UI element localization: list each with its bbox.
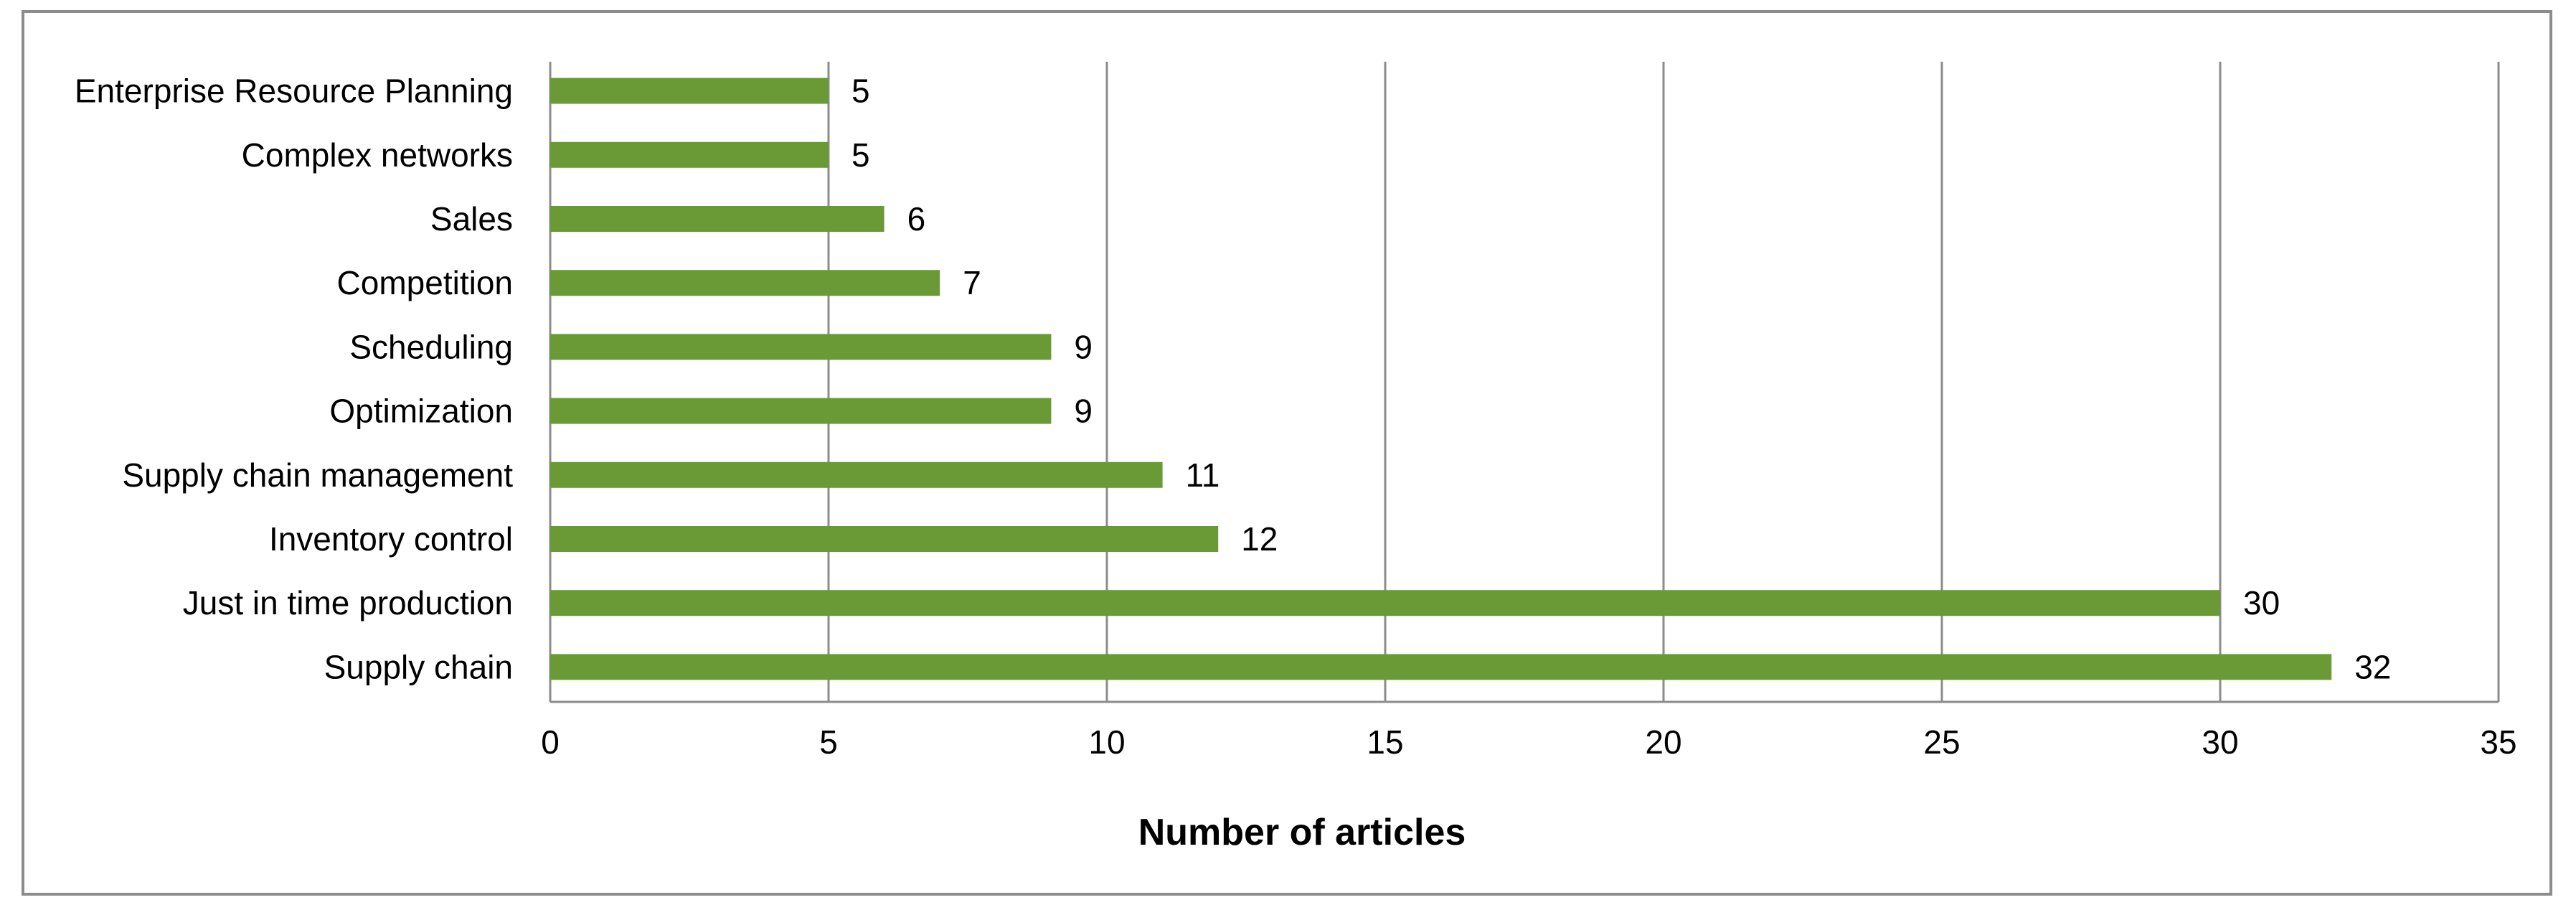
bar-scheduling bbox=[550, 334, 1052, 360]
value-label: 7 bbox=[963, 264, 981, 301]
x-tick-label-0: 0 bbox=[541, 723, 560, 761]
x-tick-label-15: 15 bbox=[1367, 723, 1403, 761]
chart-frame bbox=[22, 10, 2552, 896]
x-tick-label-10: 10 bbox=[1088, 723, 1125, 761]
bar-inventory-control bbox=[550, 526, 1219, 552]
x-tick-label-30: 30 bbox=[2202, 723, 2238, 761]
value-label: 12 bbox=[1241, 520, 1278, 558]
value-label: 5 bbox=[851, 72, 870, 110]
category-label: Competition bbox=[337, 264, 513, 301]
bars bbox=[550, 78, 2332, 680]
bar-competition bbox=[550, 270, 940, 296]
value-label: 9 bbox=[1074, 393, 1093, 430]
value-label: 5 bbox=[851, 136, 870, 174]
bar-just-in-time-production bbox=[550, 590, 2220, 616]
x-tick-label-5: 5 bbox=[819, 723, 838, 761]
value-label: 11 bbox=[1186, 456, 1220, 494]
category-label: Supply chain management bbox=[122, 456, 513, 494]
category-label: Enterprise Resource Planning bbox=[75, 72, 513, 110]
bar-complex-networks bbox=[550, 141, 829, 168]
x-tick-label-20: 20 bbox=[1645, 723, 1681, 761]
bar-sales bbox=[550, 206, 884, 232]
x-axis-title: Number of articles bbox=[1138, 812, 1466, 853]
bar-supply-chain-management bbox=[550, 461, 1163, 488]
x-tick-labels: 0 5 10 15 20 25 30 35 bbox=[541, 723, 2516, 761]
category-label: Optimization bbox=[329, 393, 513, 430]
category-label: Inventory control bbox=[269, 520, 513, 558]
category-labels: Enterprise Resource Planning Complex netw… bbox=[75, 72, 513, 686]
value-label: 30 bbox=[2243, 584, 2280, 621]
category-label: Supply chain bbox=[324, 648, 513, 685]
value-label: 6 bbox=[907, 200, 926, 238]
category-label: Sales bbox=[430, 200, 513, 238]
bar-optimization bbox=[550, 398, 1052, 424]
value-label: 32 bbox=[2354, 648, 2391, 685]
category-label: Scheduling bbox=[349, 328, 513, 365]
category-label: Complex networks bbox=[242, 136, 513, 174]
x-tick-label-25: 25 bbox=[1923, 723, 1960, 761]
bar-supply-chain bbox=[550, 654, 2332, 680]
bar-enterprise-resource-planning bbox=[550, 78, 829, 104]
value-label: 9 bbox=[1074, 328, 1093, 365]
x-tick-label-35: 35 bbox=[2480, 723, 2516, 761]
category-label: Just in time production bbox=[183, 584, 513, 621]
